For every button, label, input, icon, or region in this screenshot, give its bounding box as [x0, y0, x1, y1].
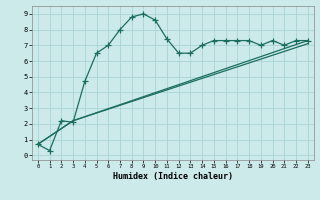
- X-axis label: Humidex (Indice chaleur): Humidex (Indice chaleur): [113, 172, 233, 181]
